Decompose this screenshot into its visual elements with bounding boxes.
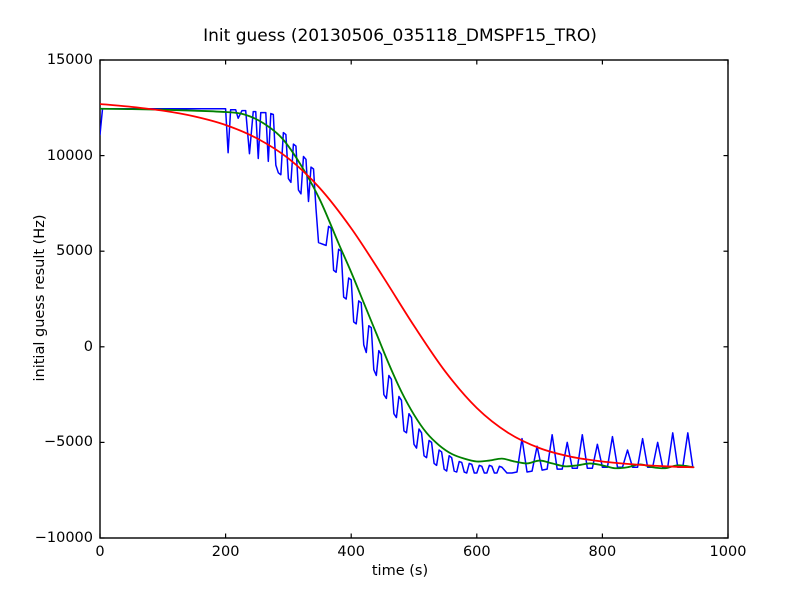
x-tick-label: 0 (95, 544, 105, 560)
x-tick-label: 1000 (709, 544, 747, 560)
x-tick-label: 400 (337, 544, 366, 560)
y-tick-label: 5000 (56, 243, 93, 260)
data-series-raw (100, 108, 694, 474)
y-tick-label: −10000 (34, 530, 93, 546)
y-tick-label: 15000 (46, 52, 93, 68)
y-tick-label: −5000 (43, 434, 93, 451)
y-tick-label: 10000 (46, 147, 93, 164)
chart-title: Init guess (20130506_035118_DMSPF15_TRO) (203, 26, 597, 46)
data-series-smooth (100, 107, 695, 470)
x-tick-label: 200 (211, 544, 240, 560)
y-tick-label: 0 (83, 338, 93, 355)
axes-frame (99, 59, 729, 539)
x-tick-label: 800 (588, 544, 617, 560)
x-axis-label: time (s) (371, 563, 429, 579)
data-series-fit (100, 103, 695, 469)
x-tick-label: 600 (462, 544, 491, 560)
